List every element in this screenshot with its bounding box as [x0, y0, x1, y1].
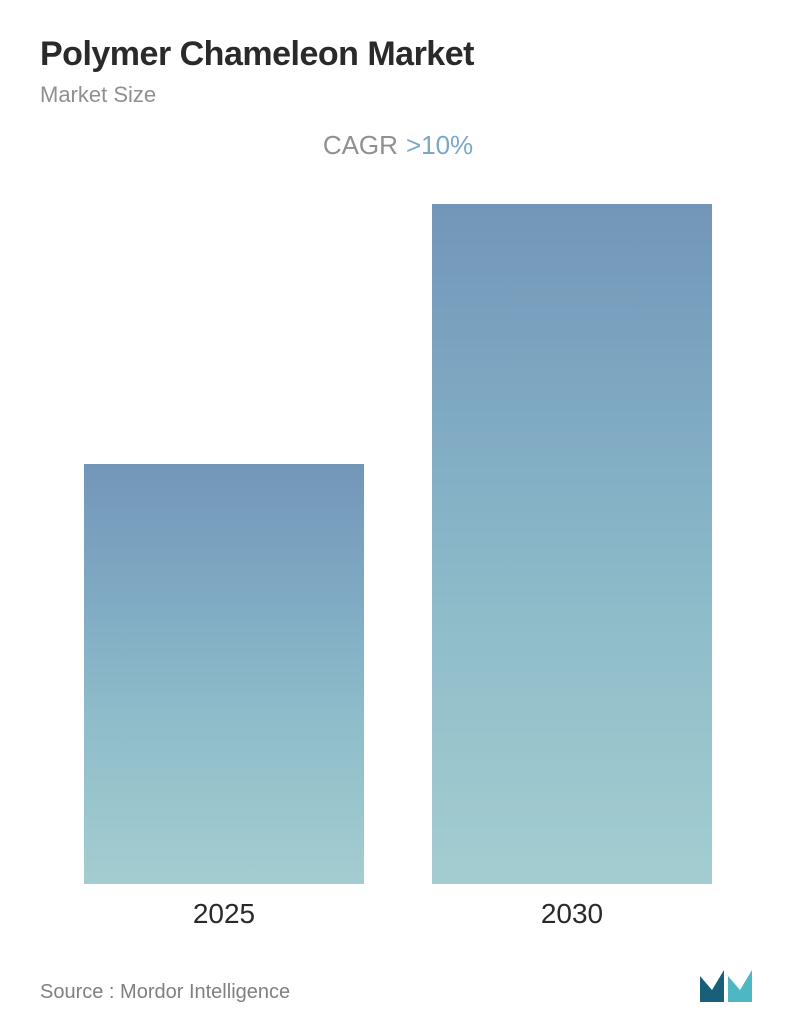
chart-area: 2025 2030 [40, 181, 756, 930]
page-subtitle: Market Size [40, 82, 756, 108]
logo-icon [698, 966, 756, 1004]
bar-label-0: 2025 [193, 898, 255, 930]
bar-wrap-1: 2030 [422, 204, 722, 930]
source-text: Source : Mordor Intelligence [40, 981, 290, 1004]
footer: Source : Mordor Intelligence [40, 948, 756, 1004]
bar-1 [432, 204, 712, 884]
cagr-value: >10% [406, 130, 473, 160]
cagr-row: CAGR >10% [40, 130, 756, 161]
bar-wrap-0: 2025 [74, 464, 374, 930]
bar-label-1: 2030 [541, 898, 603, 930]
cagr-label: CAGR [323, 130, 398, 160]
chart-container: Polymer Chameleon Market Market Size CAG… [0, 0, 796, 1034]
page-title: Polymer Chameleon Market [40, 35, 756, 74]
bar-0 [84, 464, 364, 884]
